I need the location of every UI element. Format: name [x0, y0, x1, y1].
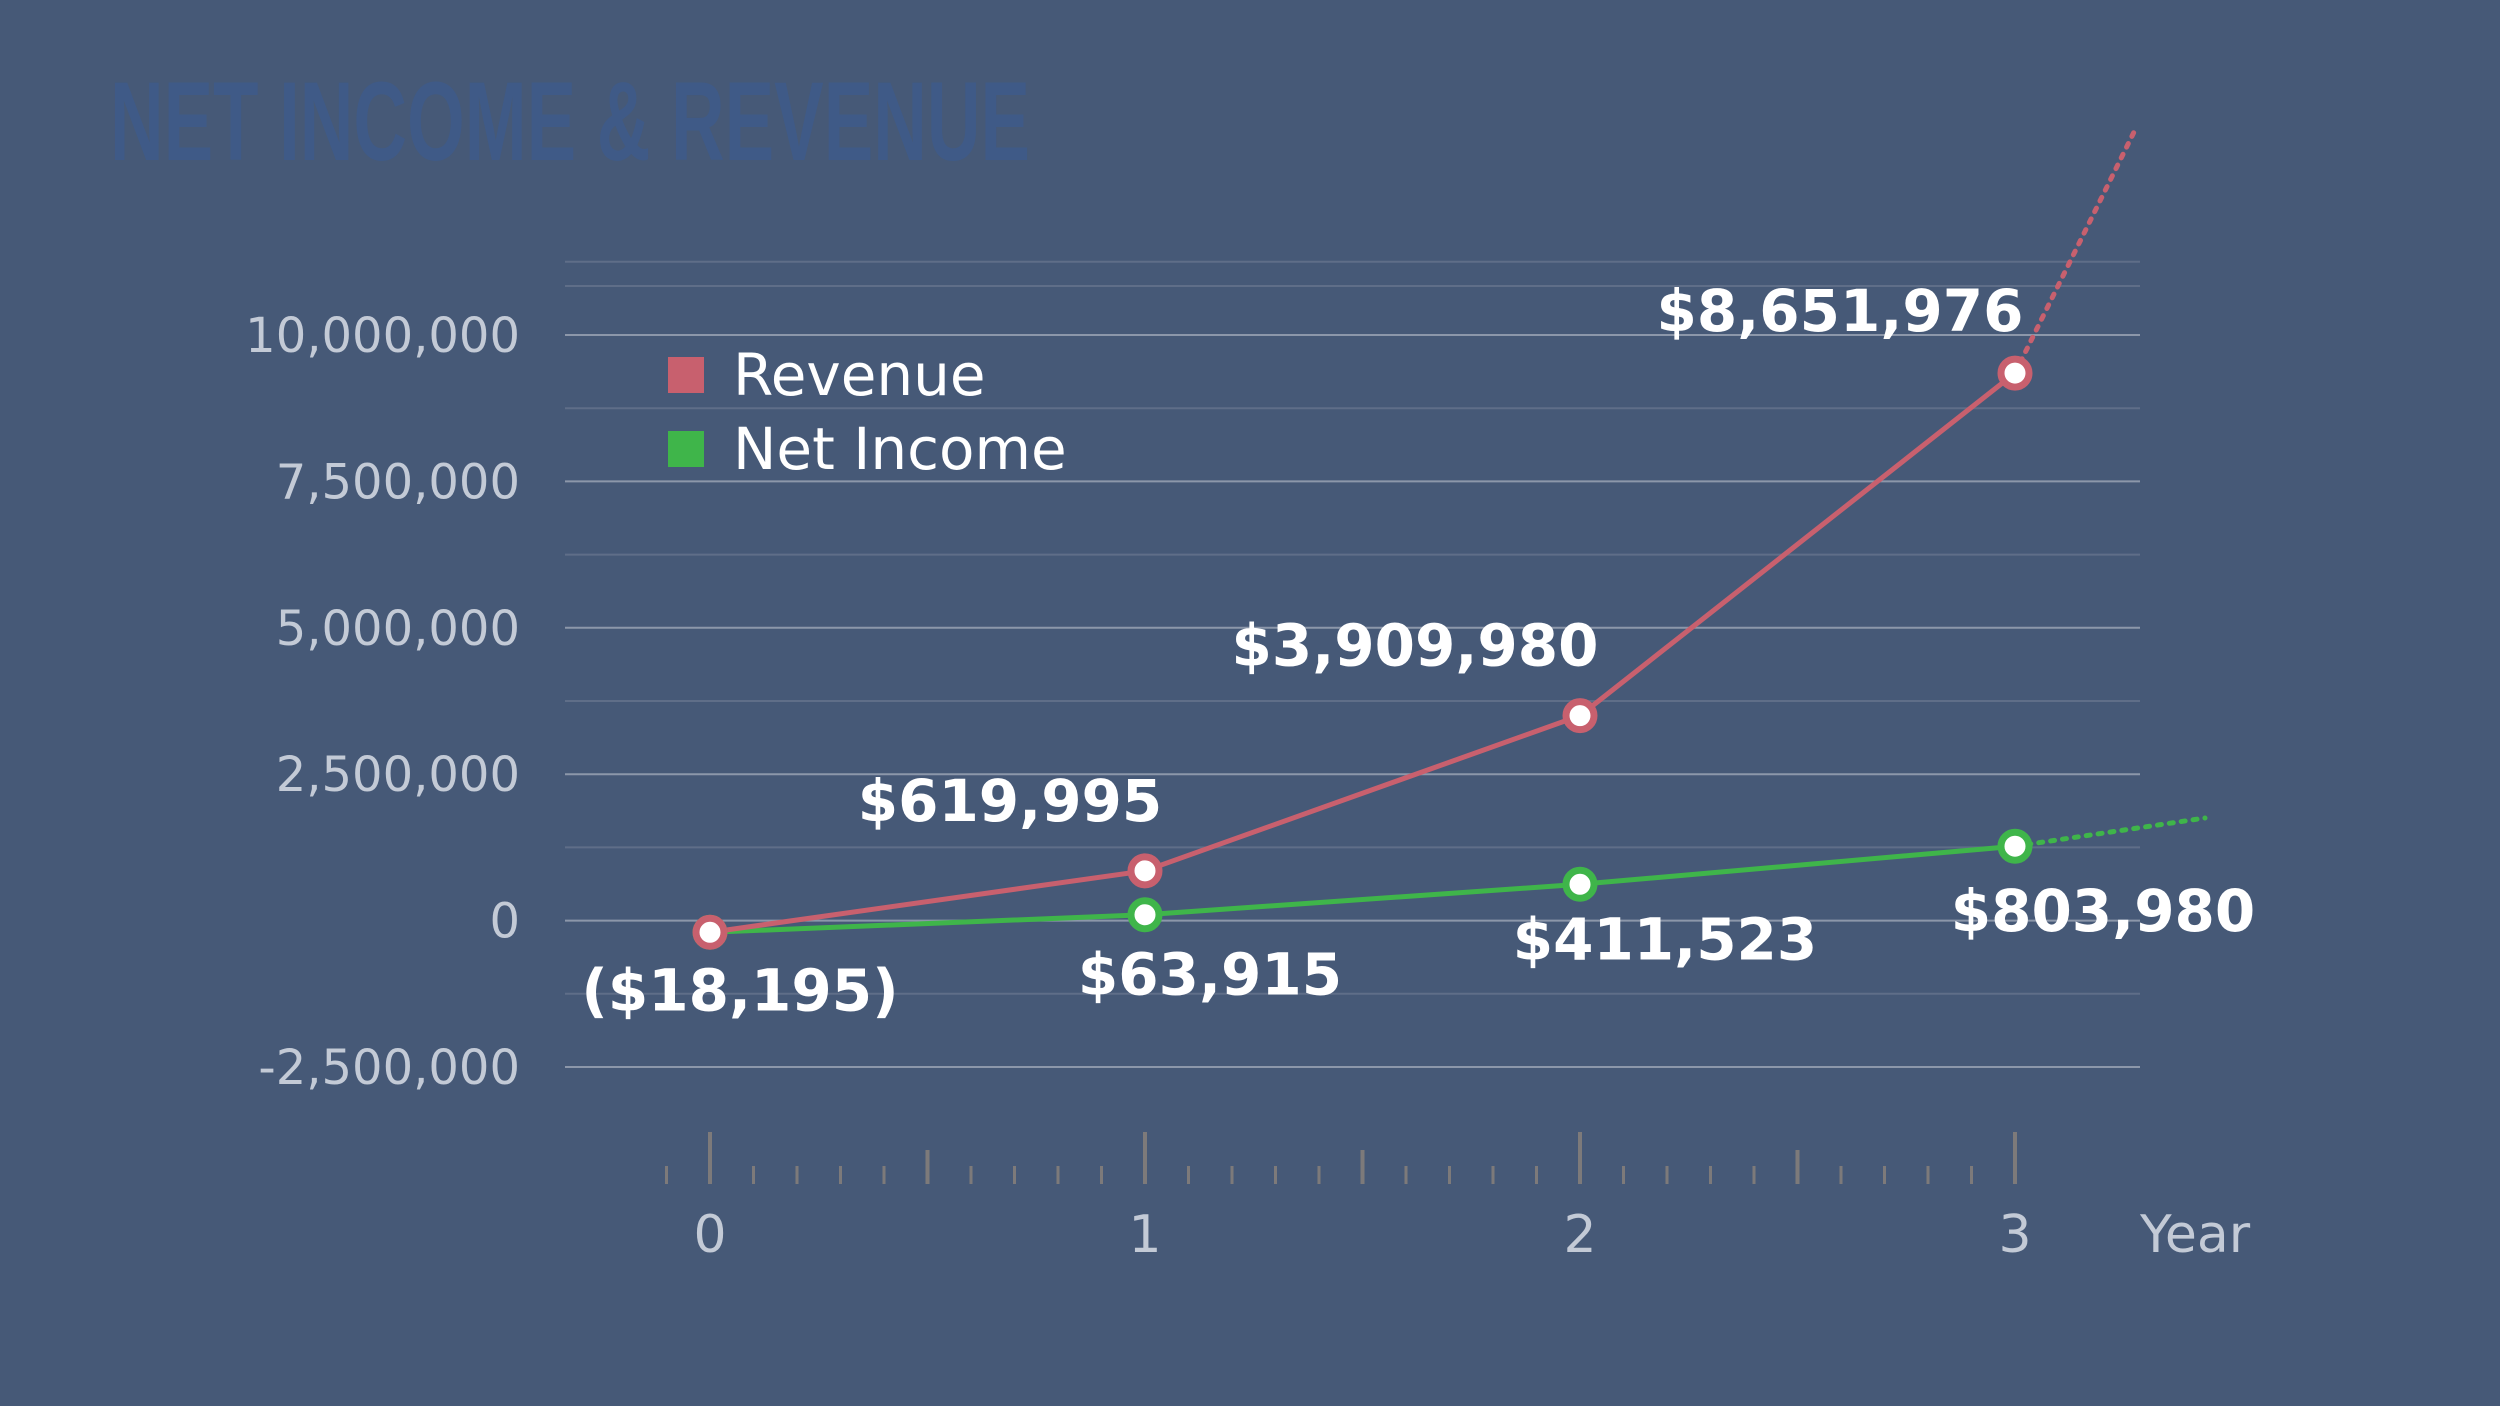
- y-tick-label: 10,000,000: [245, 308, 520, 364]
- legend-swatch: [668, 357, 704, 393]
- x-axis: 0 1 2 3: [665, 1132, 2032, 1265]
- legend-label: Revenue: [733, 341, 986, 409]
- data-point: [1127, 853, 1163, 889]
- y-axis-tick-labels: 10,000,000 7,500,000 5,000,000 2,500,000 0 -2…: [245, 308, 520, 1096]
- y-tick-label: 0: [489, 894, 520, 950]
- data-point: [1562, 866, 1598, 902]
- legend-swatch: [668, 431, 704, 467]
- x-tick-label: 0: [693, 1205, 726, 1265]
- x-tick-label: 3: [1998, 1205, 2031, 1265]
- data-label: $63,915: [1078, 941, 1342, 1009]
- series-layer: [692, 127, 2208, 950]
- data-label: $619,995: [858, 767, 1163, 835]
- minor-gridlines: [565, 260, 2140, 995]
- chart-title: NET INCOME & REVENUE: [110, 59, 1030, 184]
- y-tick-label: 7,500,000: [276, 454, 520, 510]
- legend-label: Net Income: [733, 415, 1067, 483]
- data-label: $8,651,976: [1657, 277, 2024, 345]
- x-axis-label: Year: [2139, 1205, 2251, 1265]
- trend-extension: [2012, 127, 2138, 376]
- series-line-revenue: [709, 371, 2017, 935]
- data-point: [1997, 828, 2033, 864]
- x-tick-label: 1: [1128, 1205, 1161, 1265]
- data-label: $803,980: [1951, 877, 2256, 945]
- data-point: [1562, 698, 1598, 734]
- data-point: [1127, 897, 1163, 933]
- data-labels: $619,995 $3,909,980 $8,651,976 ($18,195) $63…: [581, 277, 2255, 1024]
- y-tick-label: 5,000,000: [276, 601, 520, 657]
- y-tick-label: 2,500,000: [276, 747, 520, 803]
- x-tick-label: 2: [1563, 1205, 1596, 1265]
- series-line-net-income: [709, 843, 2016, 935]
- data-label: ($18,195): [581, 956, 898, 1024]
- data-label: $411,523: [1513, 905, 1818, 973]
- data-label: $3,909,980: [1232, 612, 1599, 680]
- data-point: [1997, 355, 2033, 391]
- trend-extension: [2012, 815, 2208, 849]
- data-point: [692, 914, 728, 950]
- y-tick-label: -2,500,000: [258, 1040, 520, 1096]
